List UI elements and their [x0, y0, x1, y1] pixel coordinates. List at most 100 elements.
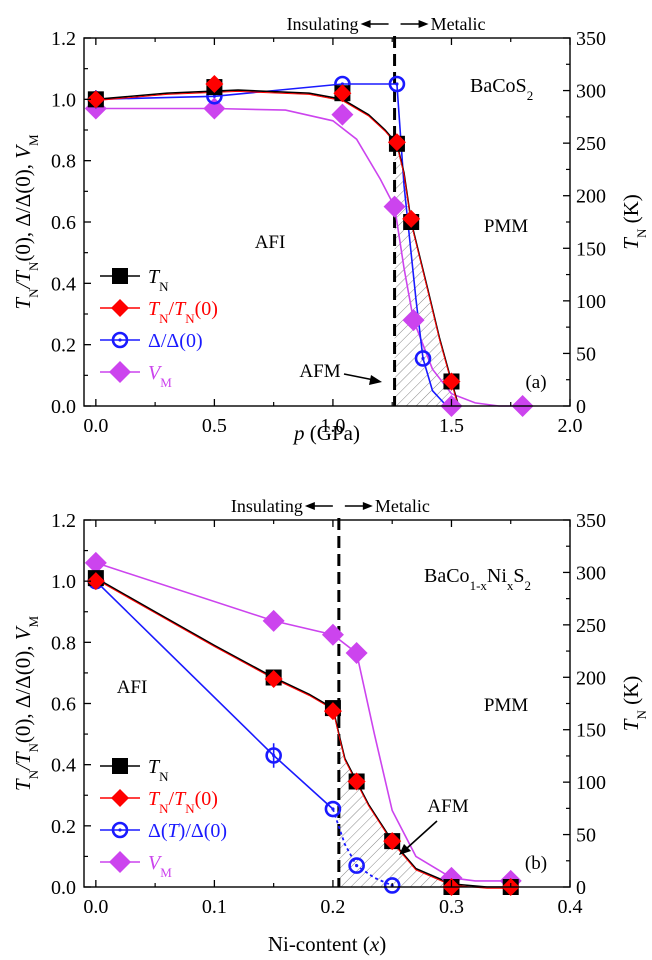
vm-curve [95, 562, 511, 882]
gap-marker-dot [355, 863, 359, 868]
y2-tick-label: 150 [576, 720, 606, 742]
y-tick-label: 1.0 [51, 571, 76, 593]
vm-marker [345, 642, 368, 665]
right-axis-label: TN (K) [619, 676, 649, 731]
gap-marker [383, 877, 401, 894]
vm-marker [321, 623, 344, 646]
y2-tick-label: 0 [576, 877, 586, 899]
gap-marker [388, 75, 406, 93]
gap-marker-dot [118, 338, 122, 342]
y-tick-label: 0.6 [51, 212, 76, 234]
y-tick-label: 1.0 [51, 89, 76, 111]
x-tick-label: 0.5 [202, 415, 227, 437]
arrow-right-head [418, 20, 429, 28]
legend-label-tn_ratio: TN/TN(0) [148, 298, 218, 326]
y2-tick-label: 350 [576, 510, 606, 532]
vm-marker [331, 103, 354, 126]
vm-marker [402, 309, 425, 332]
vm-marker [109, 851, 131, 873]
tn-ratio-marker [86, 90, 105, 109]
y2-tick-label: 250 [576, 615, 606, 637]
x-tick-label: 0.0 [83, 896, 108, 918]
legend-label-vm: VM [148, 362, 172, 390]
y-tick-label: 0.4 [51, 273, 76, 295]
gap-marker-dot [331, 807, 335, 811]
panel-label: (a) [525, 372, 546, 393]
y2-tick-label: 350 [576, 28, 606, 50]
panel-a-pressure-chart: 0.0 0.5 1.0 1.5 2.0 0.0 0.2 0.4 0.6 0.8 1.0 1.2 0 50 1… [11, 14, 649, 445]
gap-marker-dot [212, 94, 216, 98]
y2-tick-label: 100 [576, 772, 606, 794]
arrow-left-head [360, 20, 371, 28]
tn-ratio-marker [347, 772, 366, 791]
afm-region-label: AFM [427, 796, 468, 817]
x-tick-label: 0.3 [439, 896, 464, 918]
vm-marker [109, 361, 131, 383]
tn-ratio-marker [333, 84, 352, 103]
pmm-region-label: PMM [484, 216, 528, 237]
vm-marker [203, 97, 226, 120]
afm-arrow-head [399, 844, 411, 855]
y-tick-label: 0.2 [51, 335, 76, 357]
y2-tick-label: 50 [576, 343, 596, 365]
y2-tick-label: 300 [576, 81, 606, 103]
gap-marker [324, 800, 342, 818]
gap-marker [414, 350, 432, 367]
panel-b-nickel-chart: 0.0 0.1 0.2 0.3 0.4 0.0 0.2 0.4 0.6 0.8 1.0 1.2 0 50 1… [11, 496, 649, 956]
gap-marker [111, 821, 129, 839]
tn-marker [112, 758, 128, 774]
legend-label-tn: TN [148, 756, 169, 784]
tn-ratio-marker [264, 670, 283, 689]
tn-ratio-marker [323, 702, 342, 721]
y-tick-label: 0.2 [51, 816, 76, 838]
afm-region-label: AFM [299, 361, 340, 382]
gap-marker [265, 747, 282, 764]
tn-ratio-marker [383, 832, 402, 851]
metallic-label: Metalic [431, 14, 486, 34]
compound-label: BaCo1-xNixS2 [424, 565, 531, 593]
gap-marker-dot [118, 828, 122, 832]
tn-ratio-curve [95, 578, 511, 889]
x-tick-label: 0.4 [558, 896, 583, 918]
arrow-left-head [304, 502, 315, 510]
pmm-region-label: PMM [484, 695, 528, 716]
left-axis-label: TN/TN(0), Δ/Δ(0), VM [11, 134, 41, 310]
legend-label-tn: TN [148, 266, 169, 294]
x-axis-label: p (GPa) [292, 421, 360, 445]
panel-label: (b) [525, 853, 547, 874]
y2-tick-label: 200 [576, 186, 606, 208]
x-tick-label: 0.0 [83, 415, 108, 437]
y2-tick-label: 50 [576, 825, 596, 847]
gap-marker-dot [421, 356, 425, 361]
legend-label-gap: Δ(T)/Δ(0) [148, 820, 227, 842]
y-tick-label: 0.4 [51, 755, 76, 777]
vm-curve [95, 107, 523, 407]
x-tick-label: 2.0 [558, 415, 583, 437]
y-tick-label: 0.0 [51, 396, 76, 418]
y2-tick-label: 0 [576, 396, 586, 418]
afm-arrow-line [405, 820, 438, 850]
x-tick-label: 0.2 [320, 896, 345, 918]
vm-marker [383, 195, 406, 218]
y2-tick-label: 100 [576, 291, 606, 313]
gap-marker [348, 857, 365, 874]
tn-marker [112, 268, 128, 284]
y-tick-label: 0.8 [51, 151, 76, 173]
left-axis-label: TN/TN(0), Δ/Δ(0), VM [11, 615, 41, 791]
tn-ratio-marker [111, 789, 129, 807]
tn-ratio-marker [402, 209, 421, 228]
right-axis-label: TN (K) [619, 194, 649, 249]
vm-marker [262, 609, 285, 632]
afm-arrow-line [343, 373, 375, 381]
gap-marker-dot [272, 753, 276, 758]
gap-marker [111, 331, 129, 349]
tn-ratio-marker [205, 75, 224, 93]
gap-marker-dot [340, 82, 345, 86]
y-tick-label: 1.2 [51, 510, 76, 532]
afi-region-label: AFI [117, 677, 148, 698]
gap-marker-dot [395, 82, 399, 86]
afm-arrow-head [369, 375, 382, 385]
metallic-label: Metalic [375, 496, 430, 516]
tn-ratio-marker [86, 572, 105, 591]
